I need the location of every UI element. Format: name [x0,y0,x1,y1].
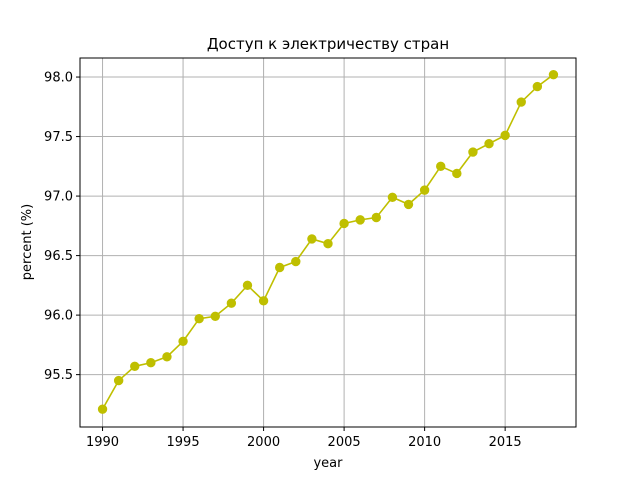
chart-title: Доступ к электричеству стран [207,35,449,53]
data-point [532,81,543,92]
data-point [436,161,446,172]
y-tick-label: 96.0 [44,309,73,324]
data-point [403,199,414,210]
x-tick-label: 2005 [328,435,361,450]
x-axis-label: year [313,456,343,471]
data-point [516,97,526,107]
data-point [291,256,301,267]
x-tick-label: 1990 [86,435,119,450]
data-point [210,311,220,321]
data-point [371,212,382,223]
data-point [419,185,430,195]
ticks: 1990 1995 2000 2005 2010 2015 95.5 96.0 96.5 97.0… [44,71,522,450]
x-tick-label: 2000 [247,435,280,450]
data-point [226,298,237,308]
data-point [355,215,365,225]
data-point [194,313,204,324]
y-tick-label: 97.0 [44,190,73,205]
data-point [548,69,559,80]
data-point [97,404,108,414]
data-point [452,168,462,179]
data-point [162,352,172,362]
series [97,69,559,414]
data-point [178,336,188,346]
y-axis-label: percent (%) [20,204,35,280]
data-point [113,375,124,386]
data-point [323,238,333,249]
plot-frame [79,57,577,428]
data-point [339,218,349,229]
y-tick-label: 97.5 [44,130,73,145]
data-point [387,192,398,202]
x-tick-label: 1995 [167,435,200,450]
data-point [484,139,494,149]
x-tick-label: 2010 [408,435,441,450]
data-point [468,147,478,157]
y-tick-label: 98.0 [44,71,73,86]
y-tick-label: 96.5 [44,249,73,264]
y-tick-label: 95.5 [44,368,73,383]
data-point [146,358,156,368]
data-point [258,296,269,306]
data-point [500,130,510,141]
data-point [130,361,140,371]
x-tick-label: 2015 [489,435,522,450]
grid [80,58,576,427]
data-point [242,280,253,291]
data-point [307,234,317,244]
data-point [274,262,285,273]
